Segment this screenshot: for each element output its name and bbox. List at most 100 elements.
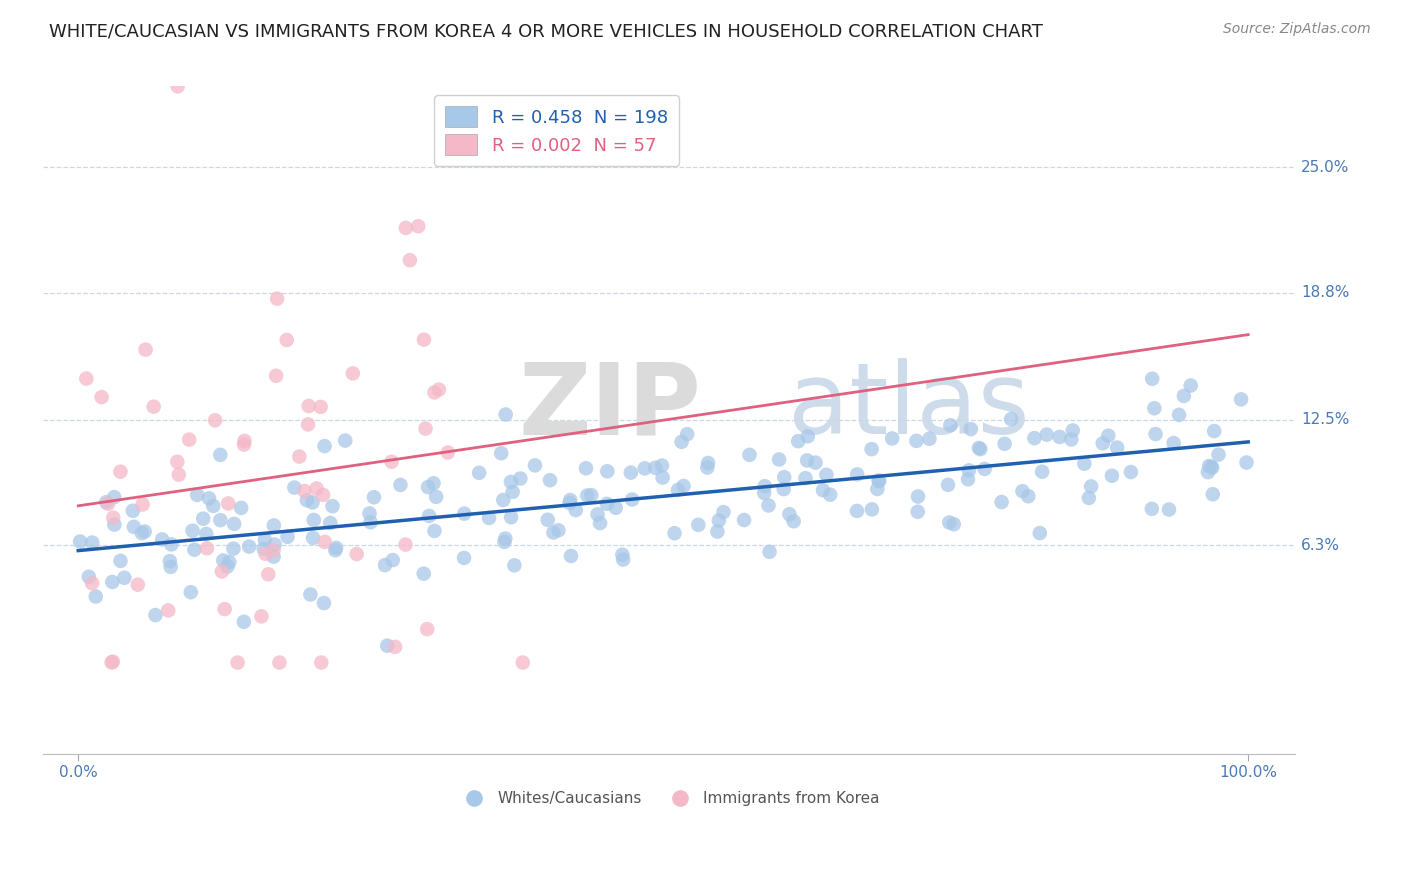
Point xyxy=(100,656,122,670)
Point xyxy=(214,602,236,616)
Point xyxy=(752,486,775,500)
Point xyxy=(589,516,612,530)
Point xyxy=(218,555,240,569)
Point xyxy=(688,517,710,532)
Point xyxy=(453,507,475,521)
Point xyxy=(560,549,582,563)
Point xyxy=(209,448,232,462)
Point xyxy=(312,596,335,610)
Point xyxy=(586,508,609,522)
Point xyxy=(312,488,335,502)
Point xyxy=(211,565,233,579)
Point xyxy=(131,526,153,541)
Point xyxy=(758,545,780,559)
Point xyxy=(1119,465,1142,479)
Point xyxy=(1029,526,1052,541)
Point xyxy=(621,492,644,507)
Point xyxy=(1060,433,1083,447)
Point xyxy=(1000,412,1022,426)
Point xyxy=(231,500,253,515)
Point xyxy=(634,461,657,475)
Point xyxy=(1201,459,1223,474)
Point xyxy=(335,434,357,448)
Point xyxy=(596,464,619,478)
Point xyxy=(494,532,516,546)
Point xyxy=(96,495,118,509)
Point xyxy=(907,490,929,504)
Point xyxy=(811,483,834,498)
Point xyxy=(501,510,523,524)
Point xyxy=(233,434,256,448)
Point xyxy=(524,458,547,473)
Point xyxy=(103,490,125,504)
Point xyxy=(195,541,218,556)
Point xyxy=(1140,372,1163,386)
Point xyxy=(186,488,208,502)
Point xyxy=(198,491,221,506)
Point xyxy=(1024,431,1046,445)
Point xyxy=(217,559,239,574)
Text: 18.8%: 18.8% xyxy=(1302,285,1350,300)
Point xyxy=(778,508,800,522)
Point xyxy=(512,656,534,670)
Point xyxy=(846,467,869,482)
Point xyxy=(882,432,904,446)
Point xyxy=(276,333,298,347)
Point xyxy=(159,559,181,574)
Point xyxy=(936,478,959,492)
Point xyxy=(969,442,991,456)
Point xyxy=(159,554,181,568)
Point xyxy=(157,603,180,617)
Point xyxy=(416,480,439,494)
Point xyxy=(209,513,232,527)
Point xyxy=(180,585,202,599)
Point xyxy=(134,524,156,539)
Point xyxy=(381,455,404,469)
Point xyxy=(232,615,254,629)
Point xyxy=(468,466,491,480)
Point xyxy=(918,432,941,446)
Point xyxy=(768,452,790,467)
Point xyxy=(973,462,995,476)
Point xyxy=(738,448,761,462)
Point xyxy=(299,587,322,601)
Point xyxy=(202,499,225,513)
Point xyxy=(818,488,841,502)
Point xyxy=(994,437,1017,451)
Point xyxy=(666,483,689,497)
Point xyxy=(938,516,960,530)
Point xyxy=(135,343,157,357)
Point xyxy=(990,495,1012,509)
Point xyxy=(905,434,928,448)
Point xyxy=(957,463,980,477)
Point xyxy=(423,524,446,538)
Text: atlas: atlas xyxy=(787,358,1029,455)
Point xyxy=(1097,428,1119,442)
Point xyxy=(706,524,728,539)
Point xyxy=(226,656,249,670)
Point xyxy=(1201,460,1223,475)
Point xyxy=(713,505,735,519)
Point xyxy=(1073,457,1095,471)
Point xyxy=(494,534,516,549)
Point xyxy=(415,422,437,436)
Point xyxy=(707,514,730,528)
Point xyxy=(489,446,512,460)
Point xyxy=(394,538,416,552)
Point xyxy=(269,656,291,670)
Point xyxy=(1062,424,1084,438)
Point xyxy=(754,479,776,493)
Point xyxy=(565,503,588,517)
Point xyxy=(314,534,336,549)
Point xyxy=(543,525,565,540)
Point xyxy=(671,434,693,449)
Point xyxy=(1077,491,1099,505)
Point xyxy=(82,535,104,549)
Point xyxy=(846,504,869,518)
Point xyxy=(75,371,97,385)
Point xyxy=(263,538,285,552)
Point xyxy=(406,219,429,234)
Point xyxy=(612,552,634,566)
Text: Source: ZipAtlas.com: Source: ZipAtlas.com xyxy=(1223,22,1371,37)
Point xyxy=(1049,430,1071,444)
